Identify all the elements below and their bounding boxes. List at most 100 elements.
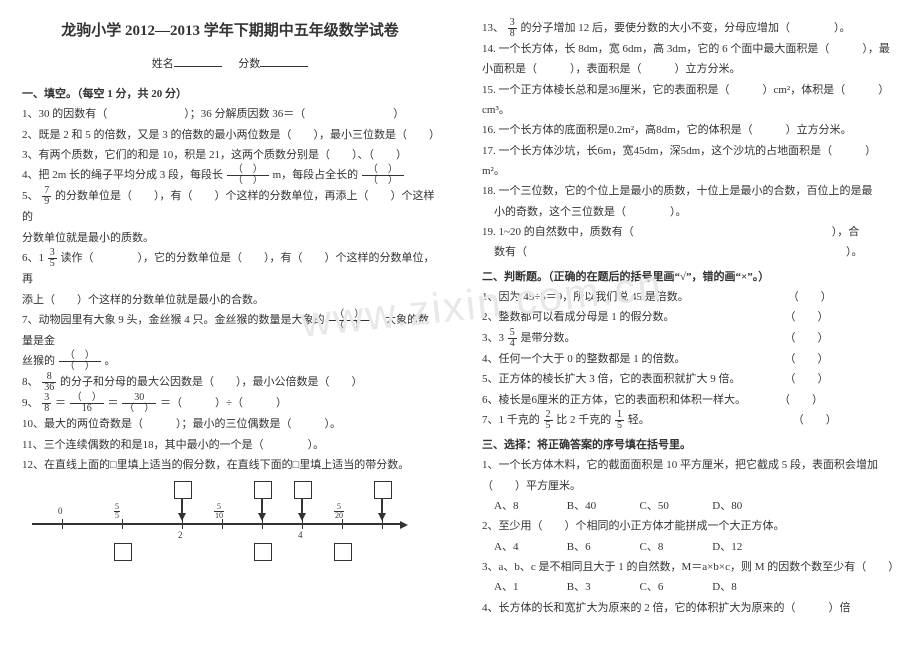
q9-f3: 30（ ） — [122, 393, 156, 414]
q8a: 8、 — [22, 376, 39, 388]
j7-f1: 25 — [544, 410, 553, 431]
q6: 6、1 35 读作（ ），它的分数单位是（ ），有（ ）个这样的分数单位，再 — [22, 248, 438, 289]
c2-opts: A、4 B、6 C、8 D、12 — [482, 537, 898, 557]
ticklabel: 55 — [114, 503, 120, 524]
ticklabel: 0 — [58, 503, 63, 520]
c3: 3、a、b、c 是不相同且大于 1 的自然数，M＝a×b×c，则 M 的因数个数… — [482, 557, 898, 577]
score-blank — [260, 54, 308, 67]
section1-heading: 一、填空。（每空 1 分，共 20 分） — [22, 84, 438, 104]
answer-box — [334, 543, 352, 561]
arrowhead — [258, 513, 266, 521]
arrow — [261, 499, 263, 513]
q4a: 4、把 2m 长的绳子平均分成 3 段，每段长 — [22, 170, 223, 182]
q8-frac: 836 — [42, 372, 56, 393]
q4-frac1: （ ）（ ） — [227, 165, 269, 186]
section2-heading: 二、判断题。（正确的在题后的括号里画“√”，错的画“×”。） — [482, 267, 898, 287]
q9: 9、 38 ＝ （ ）16 ＝ 30（ ） ＝（ ）÷（ ） — [22, 393, 438, 414]
c2-c: C、8 — [640, 537, 710, 557]
c3-c: C、6 — [640, 577, 710, 597]
q12: 12、在直线上面的□里填上适当的假分数，在直线下面的□里填上适当的带分数。 — [22, 455, 438, 475]
j7b: 比 2 千克的 — [556, 414, 611, 426]
q7-frac1: （ ）（ ） — [328, 310, 370, 331]
arrowhead — [298, 513, 306, 521]
q7: 7、动物园里有大象 9 头，金丝猴 4 只。金丝猴的数量是大象的 （ ）（ ） … — [22, 310, 438, 351]
j7a: 7、1 千克的 — [482, 414, 540, 426]
q9b: ＝ — [55, 397, 66, 409]
q11: 11、三个连续偶数的和是18，其中最小的一个是（ ）。 — [22, 435, 438, 455]
q5a: 5、 — [22, 191, 39, 203]
name-score-line: 姓名 分数 — [22, 54, 438, 74]
section3-heading: 三、选择：将正确答案的序号填在括号里。 — [482, 435, 898, 455]
number-line: 0 55 2 510 4 520 — [22, 481, 422, 571]
ticklabel: 520 — [334, 503, 344, 524]
right-column: 13、 38 的分子增加 12 后，要使分数的大小不变，分母应增加（ ）。 14… — [460, 0, 920, 650]
q18a: 18. 一个三位数，它的个位上是最小的质数，十位上是最小的合数，百位上的是最 — [482, 181, 898, 201]
arrow — [301, 499, 303, 513]
q6c: 添上（ ）个这样的分数单位就是最小的合数。 — [22, 290, 438, 310]
c1-b: B、40 — [567, 496, 637, 516]
j3-frac: 54 — [508, 328, 517, 349]
c1: 1、一个长方体木料，它的截面面积是 10 平方厘米，把它截成 5 段，表面积会增… — [482, 455, 898, 496]
q5-frac: 79 — [42, 186, 51, 207]
q19b: 数有（ ）。 — [482, 242, 898, 262]
c1-opts: A、8 B、40 C、50 D、80 — [482, 496, 898, 516]
c2-b: B、6 — [567, 537, 637, 557]
q4: 4、把 2m 长的绳子平均分成 3 段，每段长 （ ）（ ） m，每段占全长的 … — [22, 165, 438, 186]
c3-opts: A、1 B、3 C、6 D、8 — [482, 577, 898, 597]
c3-a: A、1 — [494, 577, 564, 597]
q19a: 19. 1~20 的自然数中，质数有（ ），合 — [482, 222, 898, 242]
q17: 17. 一个长方体沙坑，长6m，宽45dm，深5dm，这个沙坑的占地面积是（ ）… — [482, 141, 898, 182]
q7-frac2: （ ）（ ） — [59, 351, 101, 372]
q7a: 7、动物园里有大象 9 头，金丝猴 4 只。金丝猴的数量是大象的 — [22, 314, 325, 326]
answer-box — [374, 481, 392, 499]
answer-box — [294, 481, 312, 499]
tick — [62, 519, 63, 529]
j3: 3、3 54 是带分数。 （ ） — [482, 328, 898, 349]
ticklabel: 2 — [178, 527, 183, 544]
q9c: ＝ — [108, 397, 119, 409]
q16: 16. 一个长方体的底面积是0.2m²，高8dm，它的体积是（ ）立方分米。 — [482, 120, 898, 140]
q5c: 分数单位就是最小的质数。 — [22, 228, 438, 248]
left-column: 龙驹小学 2012—2013 学年下期期中五年级数学试卷 姓名 分数 一、填空。… — [0, 0, 460, 650]
q15: 15. 一个正方体棱长总和是36厘米，它的表面积是（ ）cm²，体积是（ ）cm… — [482, 80, 898, 121]
answer-box — [254, 543, 272, 561]
q7line2: 丝猴的 （ ）（ ） 。 — [22, 351, 438, 372]
q4b: m，每段占全长的 — [273, 170, 359, 182]
q6b: 读作（ ），它的分数单位是（ ），有（ ）个这样的分数单位，再 — [22, 252, 435, 285]
q13a: 13、 — [482, 22, 504, 34]
q2: 2、既是 2 和 5 的倍数，又是 3 的倍数的最小两位数是（ ），最小三位数是… — [22, 125, 438, 145]
page-title: 龙驹小学 2012—2013 学年下期期中五年级数学试卷 — [22, 18, 438, 46]
c2: 2、至少用（ ）个相同的小正方体才能拼成一个大正方体。 — [482, 516, 898, 536]
c1-a: A、8 — [494, 496, 564, 516]
number-line-arrowhead — [400, 521, 408, 529]
q1: 1、30 的因数有（ ）；36 分解质因数 36＝（ ） — [22, 104, 438, 124]
j7: 7、1 千克的 25 比 2 千克的 15 轻。 （ ） — [482, 410, 898, 431]
q9-f2: （ ）16 — [70, 393, 104, 414]
j3b: 是带分数。 （ ） — [521, 332, 829, 344]
c1-c: C、50 — [640, 496, 710, 516]
answer-box — [254, 481, 272, 499]
q5b: 的分数单位是（ ），有（ ）个这样的分数单位，再添上（ ）个这样的 — [22, 191, 435, 224]
q9d: ＝（ ）÷（ ） — [160, 397, 287, 409]
c3-b: B、3 — [567, 577, 637, 597]
q10: 10、最大的两位奇数是（ ）；最小的三位偶数是（ ）。 — [22, 414, 438, 434]
j7c: 轻。 （ ） — [628, 414, 837, 426]
name-label: 姓名 — [152, 58, 174, 70]
q18b: 小的奇数，这个三位数是（ ）。 — [482, 202, 898, 222]
q6-frac: 35 — [48, 248, 57, 269]
q13-frac: 38 — [508, 18, 517, 39]
q9-f1: 38 — [42, 393, 51, 414]
q5: 5、 79 的分数单位是（ ），有（ ）个这样的分数单位，再添上（ ）个这样的 — [22, 186, 438, 227]
q13b: 的分子增加 12 后，要使分数的大小不变，分母应增加（ ）。 — [521, 22, 851, 34]
arrow — [181, 499, 183, 513]
c1-d: D、80 — [712, 496, 782, 516]
q9a: 9、 — [22, 397, 39, 409]
ticklabel: 510 — [214, 503, 224, 524]
c4: 4、长方体的长和宽扩大为原来的 2 倍，它的体积扩大为原来的（ ）倍 — [482, 598, 898, 618]
score-label: 分数 — [238, 58, 260, 70]
j6: 6、棱长是6厘米的正方体，它的表面积和体积一样大。 （ ） — [482, 390, 898, 410]
q6a: 6、1 — [22, 252, 44, 264]
j3a: 3、3 — [482, 332, 504, 344]
arrowhead — [378, 513, 386, 521]
q3: 3、有两个质数，它们的和是 10，积是 21，这两个质数分别是（ ）、（ ） — [22, 145, 438, 165]
